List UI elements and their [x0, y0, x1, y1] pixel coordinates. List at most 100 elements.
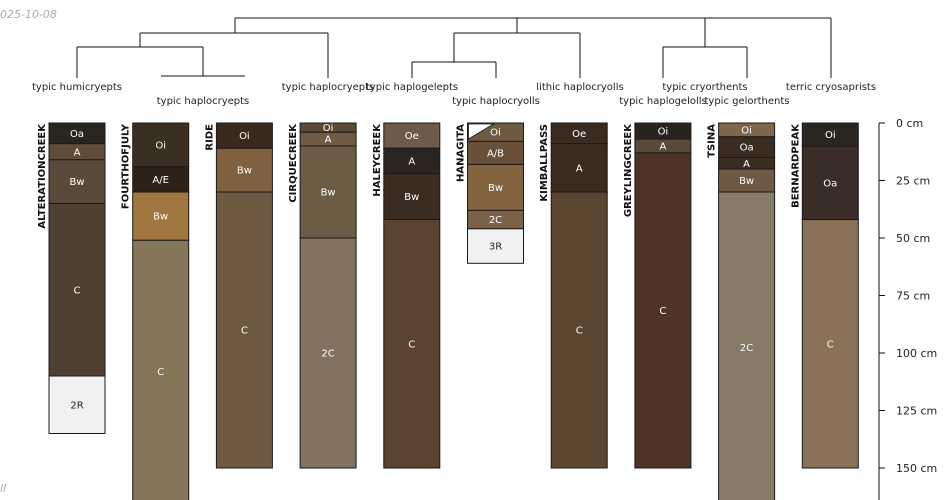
horizon-haleycreek-a — [383, 147, 441, 175]
profile-hanagita: Oi A/B Bw 2C 3R HANAGITA — [456, 122, 524, 264]
horizon-label: Oi — [658, 127, 669, 138]
taxon-label: typic haplocryepts — [157, 96, 250, 107]
horizon-label: Oi — [741, 125, 752, 136]
horizon-kimballpass-c — [550, 191, 608, 469]
horizon-hanagita-bw — [467, 163, 524, 211]
horizon-greylingcreek-c — [634, 152, 692, 469]
horizon-ride-c — [215, 191, 273, 469]
horizon-fourthofjuly-ae — [132, 166, 190, 193]
horizon-bernardpeak-oa — [801, 145, 859, 221]
horizon-label: A — [408, 156, 415, 167]
axis-tick-label: 150 cm — [896, 462, 937, 475]
axis-tick-label: 75 cm — [896, 290, 930, 303]
missing-data-wedge — [468, 123, 495, 140]
horizon-label: A/B — [487, 148, 504, 159]
profile-id-label: RIDE — [204, 124, 215, 151]
profiles: Oa A Bw C 2R ALTERATIONCREEK Oi A/E Bw C FOURTHOFJ… — [37, 122, 859, 500]
profile-id-label: ALTERATIONCREEK — [37, 123, 48, 229]
horizon-label: C — [659, 306, 666, 317]
taxon-label: typic cryorthents — [662, 82, 747, 93]
horizon-hanagita-3r — [467, 228, 524, 264]
horizon-label: A — [325, 135, 332, 146]
horizon-label: Bw — [404, 192, 419, 203]
profile-haleycreek: Oe A Bw C HALEYCREEK — [372, 122, 441, 469]
taxon-label: typic humicryepts — [32, 82, 122, 93]
profile-id-label: KIMBALLPASS — [539, 124, 550, 202]
horizon-label: Bw — [69, 177, 84, 188]
horizon-label: Bw — [153, 212, 168, 223]
horizon-cirquecreek-2c — [299, 237, 357, 469]
horizon-label: Oi — [825, 130, 836, 141]
horizon-label: C — [157, 367, 164, 378]
axis-tick-label: 50 cm — [896, 232, 930, 245]
horizon-label: C — [74, 285, 81, 296]
profile-fourthofjuly: Oi A/E Bw C FOURTHOFJULY — [121, 122, 190, 500]
horizon-label: A — [74, 147, 81, 158]
horizon-label: Oi — [323, 123, 334, 134]
profile-id-label: BERNARDPEAK — [790, 123, 801, 208]
horizon-bernardpeak-c — [801, 219, 859, 469]
horizon-label: Oa — [823, 178, 837, 189]
taxon-label: typic haplogelepts — [366, 82, 458, 93]
horizon-label: Oi — [239, 131, 250, 142]
horizon-alterationcreek-2r — [48, 375, 106, 434]
horizon-label: Oi — [155, 140, 166, 151]
horizon-label: A — [659, 142, 666, 153]
horizon-label: 2R — [70, 400, 83, 411]
profile-id-label: HALEYCREEK — [372, 123, 383, 197]
horizon-label: Oi — [490, 128, 501, 139]
horizon-label: A — [576, 163, 583, 174]
profile-id-label: TSINA — [707, 124, 718, 158]
profile-id-label: HANAGITA — [456, 124, 467, 182]
horizon-label: Bw — [739, 176, 754, 187]
taxon-label: typic haplocryepts — [282, 82, 375, 93]
horizon-label: Oa — [740, 143, 754, 154]
horizon-label: Bw — [237, 166, 252, 177]
horizon-label: A — [743, 159, 750, 170]
horizon-label: A/E — [152, 175, 169, 186]
horizon-label: Oe — [405, 131, 419, 142]
profile-id-label: FOURTHOFJULY — [121, 123, 132, 209]
taxon-label: typic haplocryolls — [452, 96, 540, 107]
horizon-label: C — [241, 326, 248, 337]
horizon-label: C — [576, 326, 583, 337]
horizon-cirquecreek-bw — [299, 145, 357, 239]
profile-greylingcreek: Oi A C GREYLINGCREEK — [623, 122, 692, 469]
horizon-fourthofjuly-c — [132, 239, 190, 500]
horizon-label: Bw — [488, 183, 503, 194]
horizon-ride-bw — [215, 147, 273, 193]
depth-axis: 0 cm 25 cm 50 cm 75 cm 100 cm 125 cm 150 cm — [878, 117, 937, 500]
horizon-label: Bw — [321, 188, 336, 199]
horizon-label: C — [408, 339, 415, 350]
taxon-label: terric cryosaprists — [786, 82, 876, 93]
axis-tick-label: 125 cm — [896, 405, 937, 418]
axis-tick-label: 0 cm — [896, 117, 923, 130]
taxon-label: lithic haplocryolls — [536, 82, 623, 93]
horizon-fourthofjuly-bw — [132, 191, 190, 241]
header-date-fragment: 025-10-08 — [0, 8, 57, 21]
axis-tick-label: 100 cm — [896, 347, 937, 360]
horizon-alterationcreek-bw — [48, 159, 106, 205]
horizon-label: 2C — [489, 215, 502, 226]
horizon-label: 2C — [740, 343, 753, 354]
horizon-label: C — [827, 339, 834, 350]
taxon-label: typic gelorthents — [704, 96, 789, 107]
horizon-tsina-2c — [718, 191, 776, 500]
profile-alterationcreek: Oa A Bw C 2R ALTERATIONCREEK — [37, 122, 106, 434]
dendrogram — [76, 17, 832, 78]
horizon-haleycreek-bw — [383, 173, 441, 221]
horizon-label: 2C — [321, 349, 334, 360]
horizon-label: Oe — [572, 129, 586, 140]
footer-fragment: ll — [0, 482, 6, 495]
horizon-ride-oi — [215, 122, 273, 149]
horizon-label: 3R — [489, 242, 502, 253]
profile-id-label: GREYLINGCREEK — [623, 123, 634, 217]
taxon-label: typic haplogelolls — [619, 96, 707, 107]
profile-kimballpass: Oe A C KIMBALLPASS — [539, 122, 608, 469]
axis-tick-label: 25 cm — [896, 175, 930, 188]
horizon-haleycreek-c — [383, 219, 441, 469]
profile-cirquecreek: OiA Bw 2C CIRQUECREEK — [288, 122, 357, 469]
profile-tsina: Oi Oa A Bw 2C TSINA — [707, 122, 776, 500]
